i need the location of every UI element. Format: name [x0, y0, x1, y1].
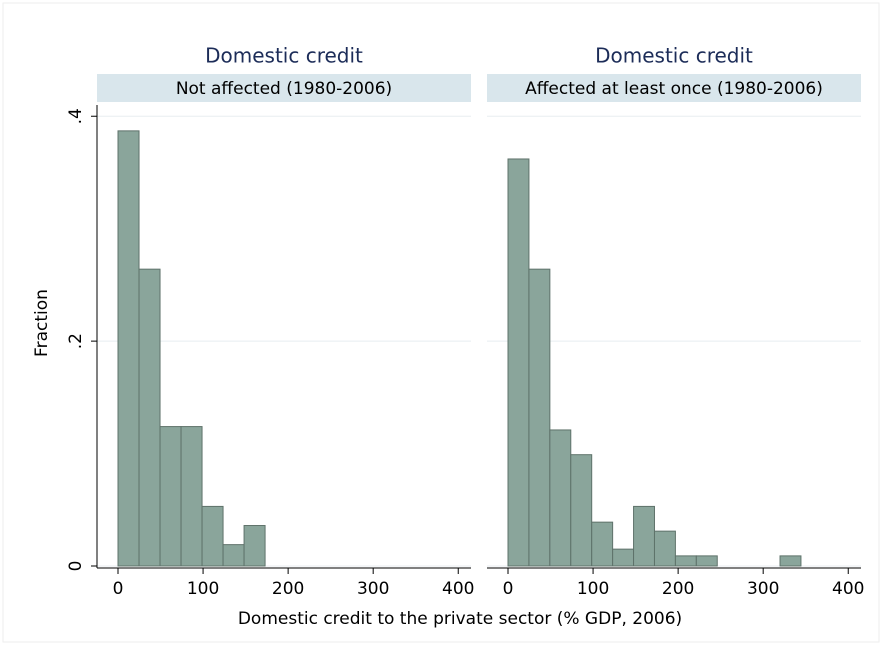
- panel-header: [97, 74, 471, 102]
- bar: [591, 521, 614, 567]
- panel-title: Domestic credit: [595, 44, 753, 68]
- bar: [159, 426, 182, 567]
- panel-header: [487, 74, 861, 102]
- x-tick-label: 200: [662, 579, 694, 599]
- bar: [633, 505, 655, 567]
- y-tick-label: .4: [66, 108, 86, 124]
- bar: [695, 555, 718, 567]
- x-tick-label: 0: [113, 579, 124, 599]
- bar: [528, 268, 551, 567]
- x-tick-label: 300: [747, 579, 779, 599]
- x-axis-label: Domestic credit to the private sector (%…: [238, 609, 682, 629]
- x-tick-label: 0: [503, 579, 514, 599]
- x-tick-label: 100: [577, 579, 609, 599]
- bar: [180, 426, 203, 567]
- bar: [612, 548, 635, 567]
- bar: [549, 429, 572, 567]
- bar: [779, 555, 802, 567]
- bar: [138, 268, 161, 567]
- y-tick-label: .2: [66, 333, 86, 349]
- panel-title: Domestic credit: [205, 44, 363, 68]
- bar: [117, 130, 140, 567]
- x-tick-label: 400: [442, 579, 474, 599]
- bar: [570, 454, 593, 567]
- bar: [653, 530, 676, 567]
- panel-subtitle: Not affected (1980-2006): [176, 79, 392, 99]
- x-tick-label: 200: [272, 579, 304, 599]
- bar: [674, 555, 697, 567]
- panel-subtitle: Affected at least once (1980-2006): [525, 79, 823, 99]
- x-tick-label: 300: [357, 579, 389, 599]
- y-tick-label: 0: [66, 561, 86, 572]
- y-axis-label: Fraction: [32, 289, 52, 357]
- x-tick-label: 400: [832, 579, 864, 599]
- bar: [222, 544, 245, 567]
- bar: [507, 158, 530, 567]
- x-tick-label: 100: [187, 579, 219, 599]
- bar: [243, 525, 266, 567]
- bar: [201, 505, 224, 567]
